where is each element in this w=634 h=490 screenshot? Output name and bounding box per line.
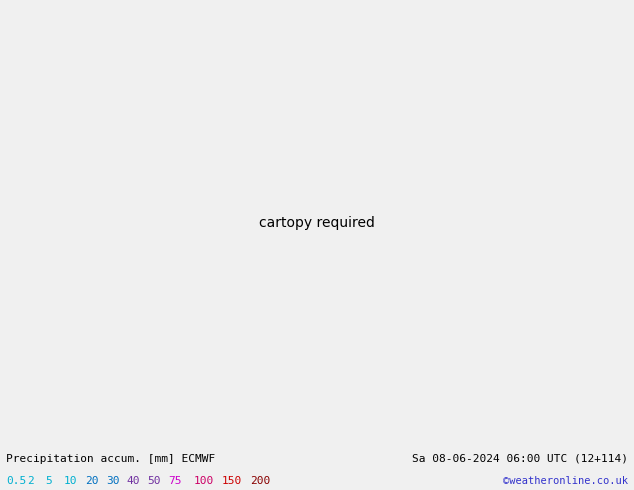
Text: 30: 30	[107, 476, 120, 486]
Text: 40: 40	[127, 476, 140, 486]
Text: 100: 100	[193, 476, 214, 486]
Text: 75: 75	[168, 476, 181, 486]
Text: 200: 200	[250, 476, 271, 486]
Text: Sa 08-06-2024 06:00 UTC (12+114): Sa 08-06-2024 06:00 UTC (12+114)	[411, 454, 628, 464]
Text: ©weatheronline.co.uk: ©weatheronline.co.uk	[503, 476, 628, 486]
Text: 150: 150	[222, 476, 242, 486]
Text: 5: 5	[46, 476, 53, 486]
Text: cartopy required: cartopy required	[259, 216, 375, 230]
Text: 50: 50	[147, 476, 160, 486]
Text: 2: 2	[27, 476, 34, 486]
Text: 10: 10	[63, 476, 77, 486]
Text: 20: 20	[86, 476, 99, 486]
Text: Precipitation accum. [mm] ECMWF: Precipitation accum. [mm] ECMWF	[6, 454, 216, 464]
Text: 0.5: 0.5	[6, 476, 27, 486]
